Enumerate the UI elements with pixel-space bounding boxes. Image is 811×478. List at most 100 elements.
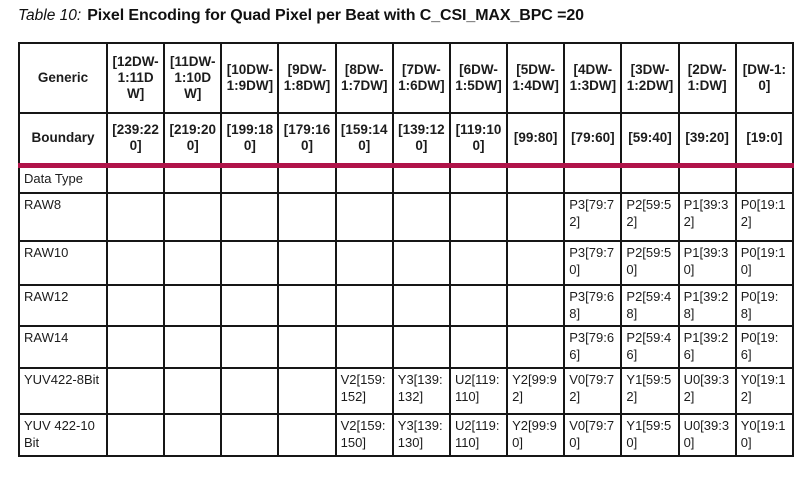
data-cell (220, 367, 280, 416)
data-cell: V2[159:150] (334, 413, 394, 458)
data-cell (448, 325, 509, 370)
data-cell (105, 367, 166, 416)
data-cell: P1[39:30] (677, 240, 737, 286)
data-cell (506, 240, 566, 286)
table-header: Generic [12DW-1:11DW] [11DW-1:10DW] [10DW-1… (18, 42, 795, 166)
table-row: YUV 422-10 Bit V2[159:150] Y3[139:130] U2[1… (18, 413, 795, 458)
boundary-value-cell: [99:80] (506, 112, 566, 166)
data-cell (734, 162, 795, 194)
row-label: Data Type (18, 162, 108, 194)
data-cell: Y1[59:52] (620, 367, 680, 416)
data-cell: P0[19:8] (734, 283, 795, 328)
generic-header-row: Generic [12DW-1:11DW] [11DW-1:10DW] [10DW-1… (18, 42, 795, 114)
data-cell (163, 283, 223, 328)
boundary-value-cell: [79:60] (563, 112, 623, 166)
data-cell (163, 162, 223, 194)
data-cell: V0[79:70] (563, 413, 623, 458)
data-cell (220, 283, 280, 328)
generic-header-cell: [9DW-1:8DW] (277, 42, 337, 114)
data-cell (506, 283, 566, 328)
data-cell (105, 325, 166, 370)
row-label: YUV 422-10 Bit (18, 413, 108, 458)
pixel-encoding-table: Generic [12DW-1:11DW] [11DW-1:10DW] [10DW-1… (18, 42, 795, 458)
data-cell (391, 192, 451, 242)
table-title: Table 10: Pixel Encoding for Quad Pixel p… (18, 7, 584, 25)
data-cell (277, 413, 337, 458)
data-cell (105, 283, 166, 328)
data-cell (506, 192, 566, 242)
data-cell (105, 162, 166, 194)
data-cell (391, 162, 451, 194)
table-row: RAW8 P3[79:72] P2[59:52] P1[39:32] P0[19:12] (18, 192, 795, 242)
data-cell (277, 325, 337, 370)
data-cell (620, 162, 680, 194)
data-cell: P0[19:6] (734, 325, 795, 370)
data-cell (506, 325, 566, 370)
boundary-value-cell: [39:20] (677, 112, 737, 166)
data-cell (163, 413, 223, 458)
boundary-value-cell: [159:140] (334, 112, 394, 166)
row-label: RAW12 (18, 283, 108, 328)
boundary-value-cell: [199:180] (220, 112, 280, 166)
generic-header-cell: [11DW-1:10DW] (163, 42, 223, 114)
data-cell: P1[39:28] (677, 283, 737, 328)
data-cell (277, 162, 337, 194)
data-cell (391, 283, 451, 328)
data-cell (334, 325, 394, 370)
data-cell (220, 240, 280, 286)
generic-header-cell: [5DW-1:4DW] (506, 42, 566, 114)
boundary-value-cell: [59:40] (620, 112, 680, 166)
data-cell (220, 413, 280, 458)
table-row: RAW12 P3[79:68] P2[59:48] P1[39:28] P0[19:8] (18, 283, 795, 328)
generic-header-cell: [3DW-1:2DW] (620, 42, 680, 114)
data-cell: U0[39:30] (677, 413, 737, 458)
data-cell: P3[79:66] (563, 325, 623, 370)
data-cell (105, 192, 166, 242)
row-label: RAW8 (18, 192, 108, 242)
data-cell: Y3[139:132] (391, 367, 451, 416)
data-cell: U0[39:32] (677, 367, 737, 416)
data-cell: Y2[99:92] (506, 367, 566, 416)
table-row: RAW10 P3[79:70] P2[59:50] P1[39:30] P0[19:10… (18, 240, 795, 286)
boundary-value-cell: [219:200] (163, 112, 223, 166)
data-cell (334, 240, 394, 286)
data-cell: P2[59:48] (620, 283, 680, 328)
row-label: RAW14 (18, 325, 108, 370)
table-row: Data Type (18, 162, 795, 194)
generic-header-cell: [2DW-1:DW] (677, 42, 737, 114)
data-cell (391, 325, 451, 370)
boundary-value-cell: [19:0] (734, 112, 795, 166)
data-cell (334, 283, 394, 328)
table-title-prefix: Table 10: (18, 7, 82, 24)
data-cell (220, 325, 280, 370)
data-cell (277, 283, 337, 328)
data-cell: V2[159:152] (334, 367, 394, 416)
data-cell (163, 367, 223, 416)
generic-header-cell: [7DW-1:6DW] (391, 42, 451, 114)
data-cell (391, 240, 451, 286)
data-cell: P3[79:70] (563, 240, 623, 286)
generic-header-cell: [12DW-1:11DW] (105, 42, 166, 114)
data-cell (105, 413, 166, 458)
data-cell (277, 192, 337, 242)
data-cell (334, 162, 394, 194)
data-cell (220, 162, 280, 194)
data-cell (220, 192, 280, 242)
generic-header-cell: [DW-1:0] (734, 42, 795, 114)
data-cell (448, 283, 509, 328)
boundary-value-cell: [139:120] (391, 112, 451, 166)
data-cell (563, 162, 623, 194)
boundary-value-cell: [239:220] (105, 112, 166, 166)
row-label: YUV422-8Bit (18, 367, 108, 416)
data-cell: P2[59:52] (620, 192, 680, 242)
data-cell: V0[79:72] (563, 367, 623, 416)
boundary-value-cell: [179:160] (277, 112, 337, 166)
data-cell (163, 325, 223, 370)
data-cell (448, 240, 509, 286)
data-cell (277, 240, 337, 286)
data-cell: U2[119:110] (448, 367, 509, 416)
generic-header-cell: [10DW-1:9DW] (220, 42, 280, 114)
table-row: YUV422-8Bit V2[159:152] Y3[139:132] U2[119:… (18, 367, 795, 416)
table-title-text: Pixel Encoding for Quad Pixel per Beat w… (87, 7, 584, 24)
